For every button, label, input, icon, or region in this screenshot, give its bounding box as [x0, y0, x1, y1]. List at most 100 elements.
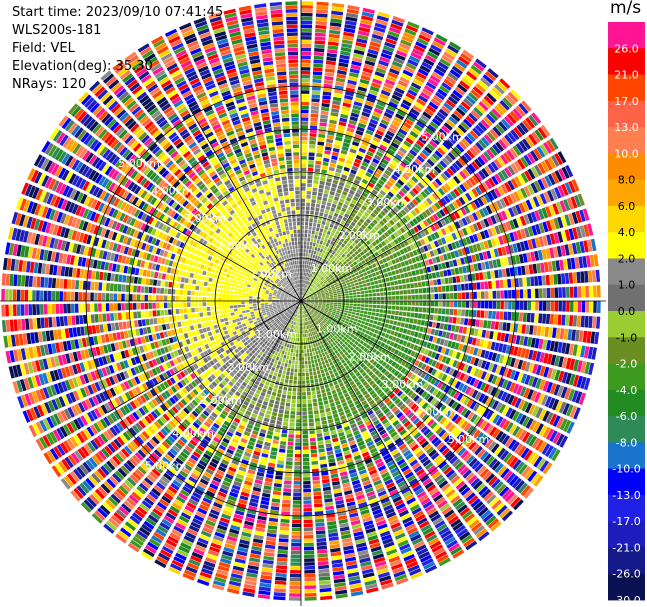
- velocity-gate: [303, 284, 305, 288]
- velocity-gate: [468, 283, 473, 291]
- velocity-gate: [388, 177, 396, 184]
- velocity-gate: [302, 388, 306, 392]
- velocity-gate: [347, 123, 356, 129]
- velocity-gate: [310, 261, 313, 266]
- velocity-gate: [268, 458, 276, 464]
- velocity-gate: [306, 290, 310, 294]
- velocity-gate: [419, 246, 425, 253]
- velocity-gate: [321, 272, 326, 277]
- velocity-gate: [301, 67, 311, 71]
- velocity-gate: [270, 415, 277, 421]
- velocity-gate: [515, 289, 520, 299]
- velocity-gate: [302, 297, 306, 300]
- velocity-gate: [307, 337, 310, 341]
- velocity-gate: [294, 454, 301, 458]
- velocity-gate: [375, 308, 380, 313]
- velocity-gate: [272, 490, 281, 496]
- velocity-gate: [326, 202, 332, 207]
- velocity-gate: [280, 518, 290, 523]
- velocity-gate: [458, 141, 468, 150]
- velocity-gate: [462, 238, 468, 246]
- velocity-gate: [507, 91, 519, 103]
- velocity-gate: [391, 174, 398, 181]
- velocity-gate: [333, 247, 338, 252]
- velocity-gate: [437, 88, 448, 98]
- velocity-gate: [405, 253, 411, 259]
- velocity-gate: [313, 179, 319, 184]
- velocity-gate: [351, 236, 356, 242]
- velocity-gate: [361, 280, 366, 284]
- velocity-gate: [447, 180, 455, 189]
- velocity-gate: [367, 168, 374, 175]
- velocity-gate: [316, 153, 323, 158]
- velocity-gate: [329, 115, 338, 121]
- velocity-gate: [462, 326, 468, 334]
- velocity-gate: [395, 306, 400, 311]
- velocity-gate: [291, 395, 296, 400]
- velocity-gate: [550, 155, 560, 167]
- velocity-gate: [365, 234, 371, 240]
- velocity-gate: [464, 318, 469, 326]
- velocity-gate: [307, 291, 311, 294]
- velocity-gate: [305, 364, 309, 369]
- velocity-gate: [397, 179, 405, 186]
- velocity-gate: [357, 278, 362, 282]
- velocity-gate: [329, 263, 333, 268]
- velocity-gate: [419, 222, 426, 229]
- velocity-gate: [401, 35, 414, 44]
- velocity-gate: [346, 127, 355, 133]
- velocity-gate: [303, 249, 306, 253]
- velocity-gate: [490, 321, 496, 330]
- velocity-gate: [296, 415, 301, 419]
- velocity-gate: [343, 312, 348, 316]
- velocity-gate: [309, 241, 313, 246]
- velocity-gate: [294, 368, 298, 373]
- velocity-gate: [303, 465, 310, 470]
- velocity-gate: [457, 301, 462, 308]
- velocity-gate: [344, 231, 349, 237]
- velocity-gate: [319, 353, 323, 358]
- velocity-gate: [331, 255, 336, 260]
- velocity-gate: [365, 198, 372, 205]
- velocity-gate: [325, 276, 330, 280]
- velocity-gate: [507, 165, 516, 176]
- velocity-gate: [340, 47, 352, 53]
- velocity-gate: [304, 542, 314, 547]
- velocity-gate: [428, 171, 436, 179]
- velocity-gate: [554, 187, 562, 199]
- velocity-gate: [406, 245, 412, 252]
- velocity-gate: [356, 221, 362, 227]
- velocity-gate: [301, 225, 304, 230]
- velocity-gate: [349, 116, 358, 122]
- velocity-gate: [493, 248, 499, 258]
- velocity-gate: [450, 113, 461, 122]
- velocity-gate: [378, 317, 383, 322]
- velocity-gate: [378, 60, 389, 67]
- velocity-gate: [323, 494, 333, 499]
- velocity-gate: [340, 263, 344, 268]
- velocity-gate: [496, 81, 508, 92]
- velocity-gate: [337, 306, 341, 309]
- velocity-gate: [531, 238, 537, 249]
- velocity-gate: [394, 87, 405, 95]
- velocity-gate: [368, 323, 373, 328]
- velocity-gate: [450, 178, 458, 187]
- velocity-gate: [465, 309, 469, 317]
- velocity-gate: [410, 289, 415, 294]
- velocity-gate: [485, 205, 493, 215]
- velocity-gate: [312, 187, 318, 192]
- velocity-gate: [304, 237, 307, 242]
- velocity-gate: [456, 258, 462, 266]
- velocity-gate: [400, 161, 408, 169]
- velocity-gate: [305, 372, 309, 377]
- velocity-gate: [268, 462, 276, 468]
- velocity-gate: [351, 286, 356, 290]
- velocity-gate: [318, 448, 325, 453]
- velocity-gate: [314, 281, 318, 285]
- velocity-gate: [504, 333, 510, 343]
- velocity-gate: [403, 195, 411, 203]
- velocity-gate: [324, 189, 330, 194]
- velocity-gate: [367, 48, 379, 56]
- velocity-gate: [362, 136, 371, 143]
- velocity-gate: [350, 317, 355, 321]
